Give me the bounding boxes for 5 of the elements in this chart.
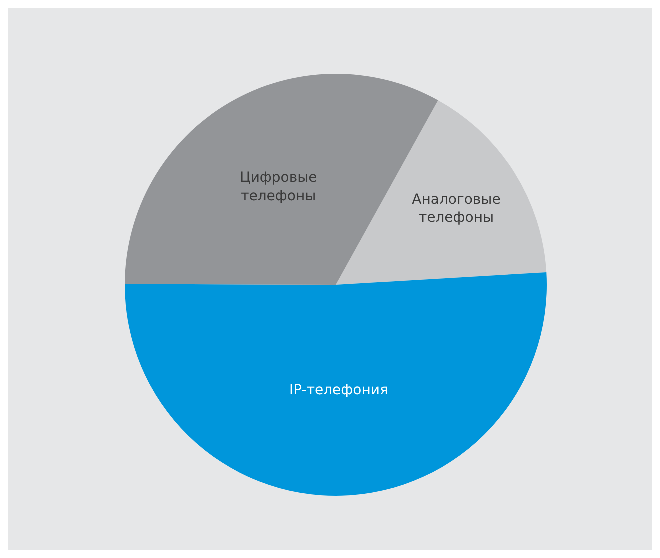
pie-slice [125, 272, 547, 496]
pie-slice [336, 100, 547, 285]
slice-label: IP-телефония [290, 382, 388, 398]
slice-label: Аналоговые телефоны [412, 192, 501, 226]
slice-label: Цифровые телефоны [240, 170, 318, 204]
